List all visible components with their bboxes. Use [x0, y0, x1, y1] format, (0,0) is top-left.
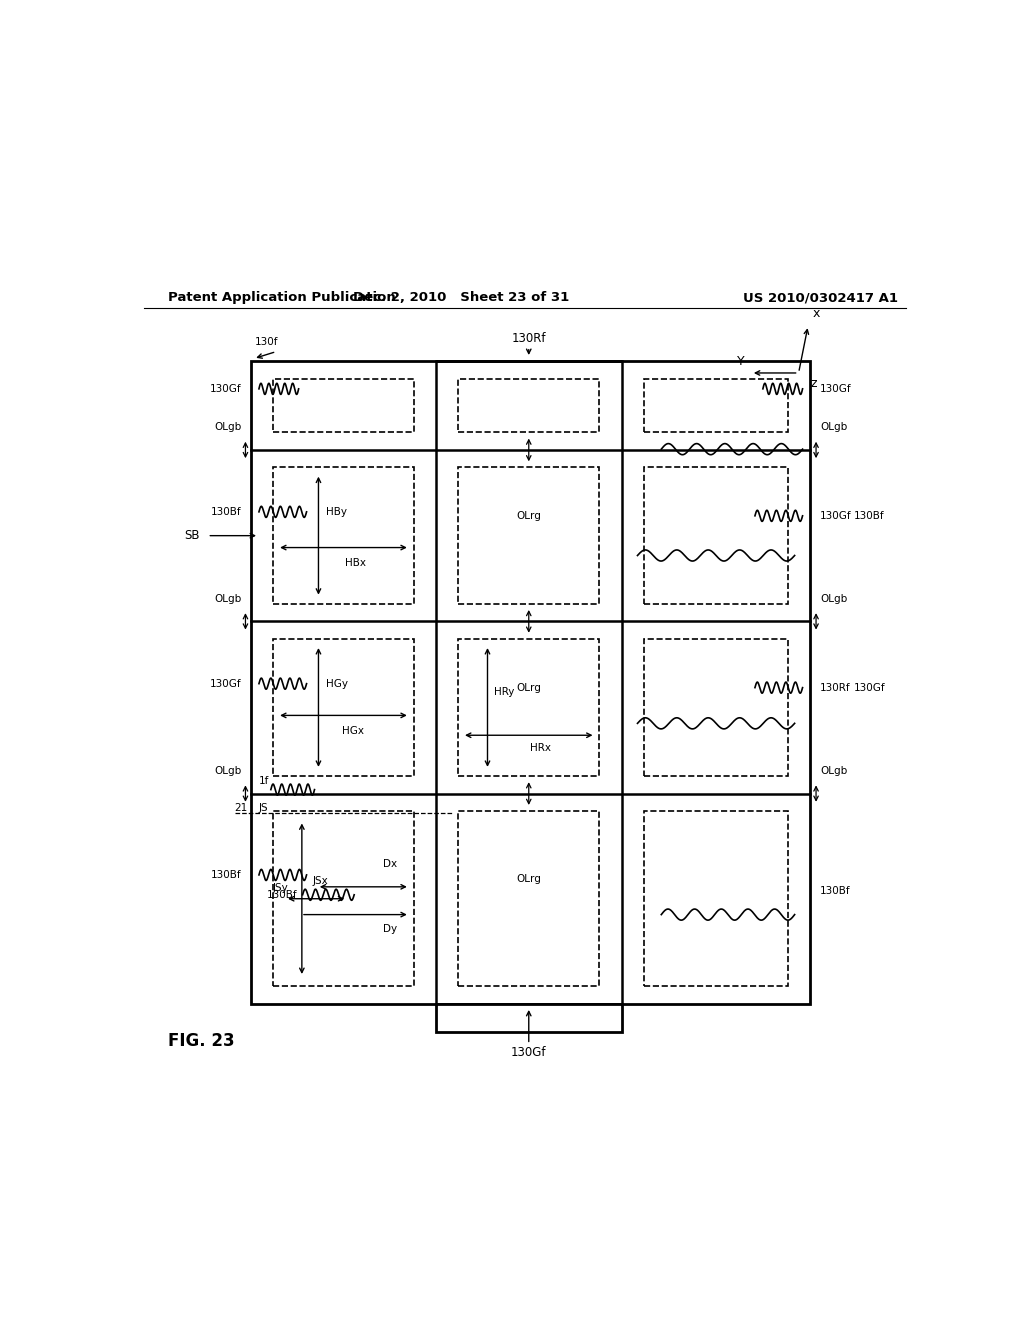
Text: OLrg: OLrg: [516, 511, 542, 521]
Text: OLrg: OLrg: [516, 682, 542, 693]
Text: JS: JS: [259, 803, 268, 813]
Text: 130Bf: 130Bf: [267, 890, 298, 900]
Text: HGx: HGx: [342, 726, 364, 735]
Bar: [436, 1005, 622, 1032]
Text: JSx: JSx: [312, 876, 328, 887]
Bar: [273, 467, 414, 605]
Text: 130Gf: 130Gf: [820, 511, 852, 521]
Text: 130f: 130f: [255, 337, 279, 347]
Text: 130Rf: 130Rf: [512, 333, 546, 346]
Bar: [644, 810, 788, 986]
Bar: [458, 810, 599, 986]
Text: 130Gf: 130Gf: [854, 682, 886, 693]
Text: HGy: HGy: [327, 678, 348, 689]
Text: US 2010/0302417 A1: US 2010/0302417 A1: [742, 292, 898, 304]
Text: 130Gf: 130Gf: [511, 1045, 547, 1059]
Text: OLgb: OLgb: [820, 422, 847, 433]
Text: 130Bf: 130Bf: [211, 507, 242, 517]
Text: Dy: Dy: [383, 924, 397, 935]
Text: Patent Application Publication: Patent Application Publication: [168, 292, 395, 304]
Text: HRx: HRx: [530, 743, 551, 754]
Text: OLgb: OLgb: [214, 766, 242, 776]
Text: 130Bf: 130Bf: [820, 886, 851, 896]
Text: OLgb: OLgb: [214, 422, 242, 433]
Text: Dec. 2, 2010   Sheet 23 of 31: Dec. 2, 2010 Sheet 23 of 31: [353, 292, 569, 304]
Text: HRy: HRy: [494, 686, 514, 697]
Text: 21: 21: [233, 803, 247, 813]
Text: z: z: [811, 378, 817, 391]
Bar: [273, 810, 414, 986]
Text: JSy: JSy: [272, 883, 289, 892]
Text: 130Gf: 130Gf: [210, 384, 242, 393]
Bar: [458, 467, 599, 605]
Text: Y: Y: [736, 355, 744, 368]
Bar: [644, 467, 788, 605]
Text: OLrg: OLrg: [516, 874, 542, 884]
Text: OLgb: OLgb: [820, 594, 847, 605]
Text: SB: SB: [184, 529, 200, 543]
Bar: [273, 379, 414, 433]
Text: OLgb: OLgb: [214, 594, 242, 605]
Text: HBy: HBy: [327, 507, 347, 517]
Text: FIG. 23: FIG. 23: [168, 1032, 234, 1051]
Bar: [644, 639, 788, 776]
Bar: [458, 379, 599, 433]
Text: HBx: HBx: [345, 558, 366, 568]
Text: 130Gf: 130Gf: [820, 384, 852, 393]
Text: 130Rf: 130Rf: [820, 682, 851, 693]
Bar: [644, 379, 788, 433]
Bar: [273, 639, 414, 776]
Text: OLgb: OLgb: [820, 766, 847, 776]
Text: x: x: [813, 308, 820, 321]
Text: 130Gf: 130Gf: [210, 678, 242, 689]
Text: Dx: Dx: [383, 859, 397, 869]
Bar: [251, 362, 810, 1005]
Text: 1f: 1f: [259, 776, 269, 785]
Text: 130Bf: 130Bf: [211, 870, 242, 880]
Text: 130Bf: 130Bf: [854, 511, 885, 521]
Bar: [458, 639, 599, 776]
